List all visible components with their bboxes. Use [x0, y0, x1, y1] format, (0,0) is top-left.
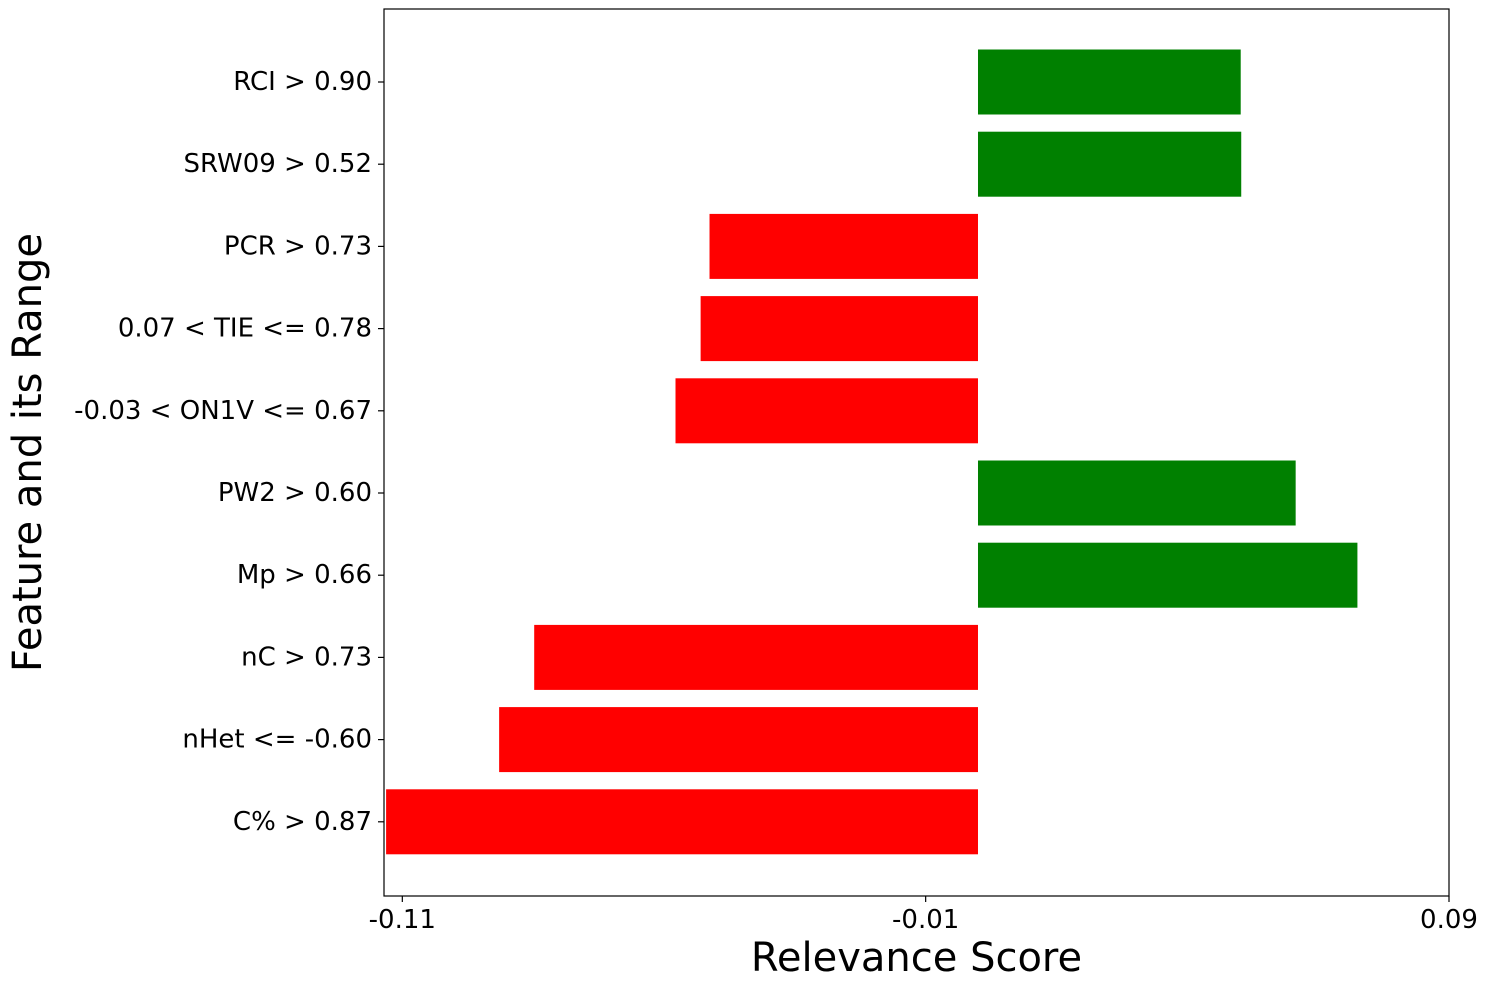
bar — [709, 213, 978, 279]
y-tick-label: SRW09 > 0.52 — [183, 149, 372, 179]
x-tick-label: -0.01 — [892, 905, 959, 935]
plot-frame — [383, 8, 1450, 897]
y-tick-label: -0.03 < ON1V <= 0.67 — [74, 396, 372, 426]
x-tick-label: 0.09 — [1420, 905, 1478, 935]
bar — [977, 131, 1242, 197]
y-tick-label: 0.07 < TIE <= 0.78 — [118, 314, 372, 344]
x-axis: -0.11 -0.01 0.09 — [369, 896, 1478, 935]
y-tick-label: Mp > 0.66 — [237, 560, 372, 590]
bar — [386, 789, 978, 855]
y-tick-label: PW2 > 0.60 — [218, 478, 372, 508]
y-axis: RCI > 0.90 SRW09 > 0.52 PCR > 0.73 0.07 < T… — [74, 67, 384, 837]
y-tick-label: nHet <= -0.60 — [182, 725, 372, 755]
y-tick-label: nC > 0.73 — [241, 642, 372, 672]
bar — [534, 624, 978, 690]
y-axis-title: Feature and its Range — [5, 233, 51, 672]
bar — [499, 707, 978, 773]
x-tick-label: -0.11 — [369, 905, 436, 935]
bar — [700, 296, 978, 362]
y-tick-label: PCR > 0.73 — [224, 231, 372, 261]
x-axis-title: Relevance Score — [751, 935, 1082, 981]
bar — [977, 542, 1358, 608]
bar — [675, 378, 978, 444]
bars-layer — [386, 49, 1358, 855]
y-tick-label: C% > 0.87 — [233, 807, 372, 837]
bar — [977, 460, 1296, 526]
bar — [977, 49, 1241, 115]
y-tick-label: RCI > 0.90 — [233, 67, 372, 97]
